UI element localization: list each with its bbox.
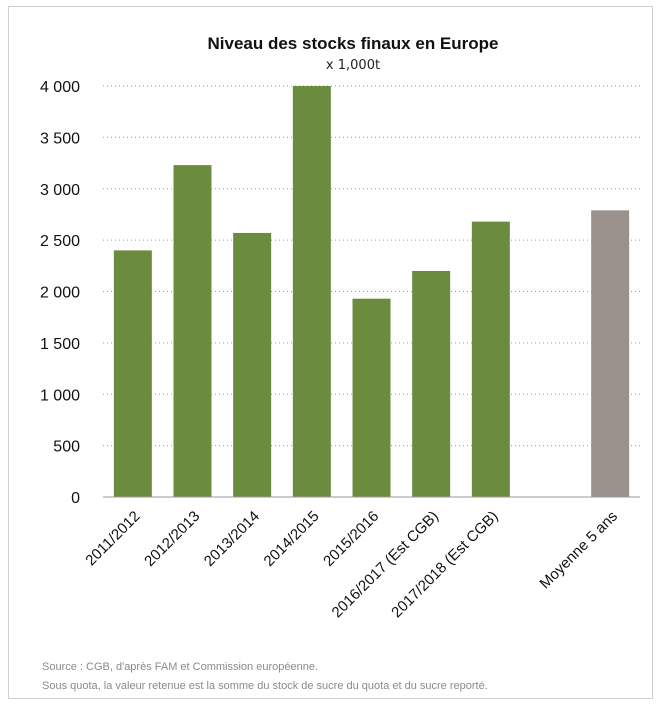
chart-title: Niveau des stocks finaux en Europe (208, 34, 499, 53)
x-tick-label: 2012/2013 (141, 508, 203, 570)
y-tick-label: 1 500 (40, 336, 80, 353)
quota-note: Sous quota, la valeur retenue est la som… (42, 680, 488, 692)
y-tick-label: 3 000 (40, 182, 80, 199)
x-tick-label: 2013/2014 (201, 508, 263, 570)
y-tick-label: 3 500 (40, 130, 80, 147)
y-tick-label: 2 500 (40, 233, 80, 250)
y-tick-label: 0 (71, 490, 80, 507)
y-tick-label: 1 000 (40, 387, 80, 404)
x-tick-label: 2011/2012 (82, 508, 143, 569)
bar (292, 86, 331, 497)
y-tick-label: 2 000 (40, 285, 80, 302)
x-tick-label: 2016/2017 (Est CGB) (329, 508, 442, 621)
source-note: Source : CGB, d'après FAM et Commission … (42, 661, 319, 673)
x-tick-label: 2017/2018 (Est CGB) (388, 508, 501, 621)
x-axis-labels: 2011/20122012/20132013/20142014/20152015… (82, 508, 621, 621)
y-tick-label: 4 000 (40, 79, 80, 96)
chart-subtitle: x 1,000t (326, 58, 380, 73)
bar (113, 250, 152, 497)
x-tick-label: 2015/2016 (320, 508, 382, 570)
x-tick-label: Moyenne 5 ans (536, 508, 621, 593)
bar (591, 210, 630, 497)
x-tick-label: 2014/2015 (261, 508, 323, 570)
bar (233, 232, 272, 497)
bar (352, 298, 391, 497)
bars (113, 86, 630, 497)
bar (471, 221, 510, 497)
bar (412, 270, 451, 497)
bar (173, 165, 212, 497)
y-axis-ticks: 0 500 1 000 1 500 2 000 2 500 3 000 3 500 4 000 (40, 79, 80, 507)
y-tick-label: 500 (53, 439, 80, 456)
